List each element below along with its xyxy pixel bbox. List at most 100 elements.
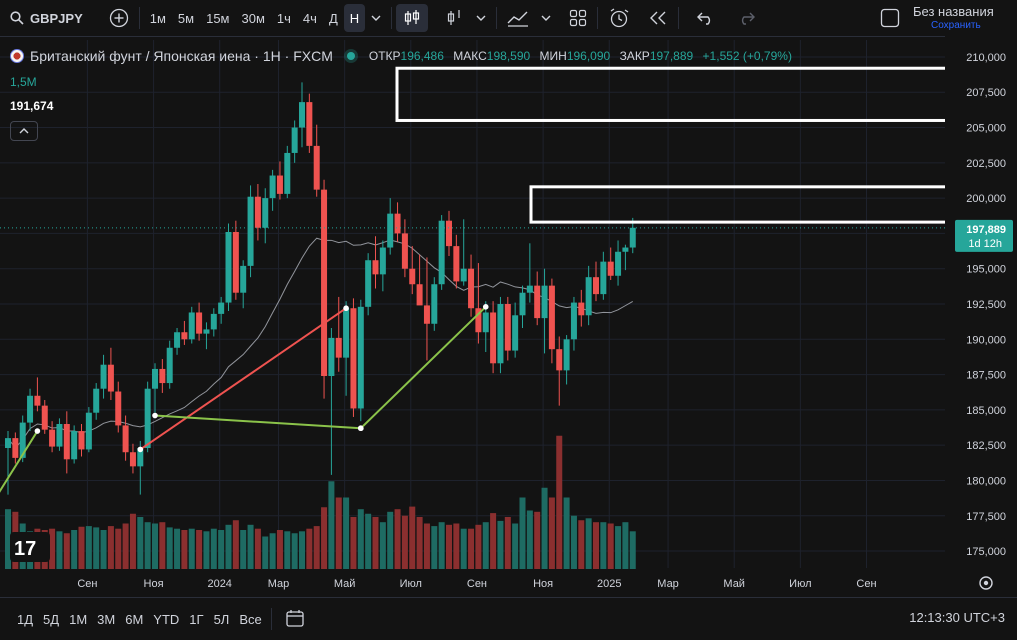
layout-menu-button[interactable] bbox=[874, 4, 906, 32]
high-value: 198,590 bbox=[486, 49, 531, 63]
chart-settings-button[interactable] bbox=[979, 576, 993, 590]
symbol-search-button[interactable]: GBPJPY bbox=[0, 4, 89, 32]
range-7[interactable]: 5Л bbox=[213, 611, 230, 627]
trend-line-anchor bbox=[343, 305, 349, 312]
volume-bar bbox=[600, 522, 607, 569]
replay-button[interactable] bbox=[642, 4, 674, 32]
clock-timezone[interactable]: 12:13:30 UTC+3 bbox=[909, 610, 1005, 625]
candle-body bbox=[27, 395, 34, 423]
range-3[interactable]: 3М bbox=[97, 611, 116, 627]
layout-save-link[interactable]: Сохранить bbox=[931, 20, 981, 31]
volume-bar bbox=[225, 524, 232, 569]
series-legend: Британский фунт / Японская иена · 1Н · F… bbox=[10, 48, 798, 64]
range-4[interactable]: 6М bbox=[125, 611, 144, 627]
candle-body bbox=[328, 337, 335, 376]
divider bbox=[496, 7, 498, 29]
last-price-value: 197,889 bbox=[966, 224, 1006, 236]
tradingview-logo[interactable]: 17 bbox=[10, 532, 50, 562]
candle-body bbox=[556, 349, 563, 371]
price-axis-bg bbox=[945, 36, 1017, 568]
chart-type-dropdown-button[interactable] bbox=[470, 4, 492, 32]
volume-bar bbox=[343, 497, 350, 569]
candle-body bbox=[313, 145, 320, 190]
candle-body bbox=[607, 261, 614, 276]
candle-body bbox=[431, 284, 438, 324]
candle-body bbox=[438, 220, 445, 285]
last-price-box bbox=[955, 219, 1013, 252]
interval-3[interactable]: 30м bbox=[241, 10, 265, 26]
volume-bar bbox=[56, 531, 63, 569]
resistance-zone bbox=[395, 66, 1012, 122]
range-2[interactable]: 1М bbox=[69, 611, 88, 627]
interval-0[interactable]: 1м bbox=[149, 10, 166, 26]
time-axis[interactable]: Сен Ноя 2024 Мар Май Июл Сен Ноя 2025 Мар Май Июл Се… bbox=[0, 570, 945, 597]
change-value: +1,552 (+0,79%) bbox=[702, 49, 792, 63]
volume-bar bbox=[453, 523, 460, 569]
candle-body bbox=[615, 251, 622, 276]
interval-2[interactable]: 15м bbox=[206, 10, 230, 26]
rectangle-zones[interactable] bbox=[395, 66, 1012, 224]
alert-button[interactable] bbox=[602, 4, 636, 32]
candle-body bbox=[100, 364, 107, 389]
undo-button[interactable] bbox=[691, 4, 721, 32]
indicators-dropdown-button[interactable] bbox=[535, 4, 557, 32]
volume-bar bbox=[534, 511, 541, 569]
layout-name[interactable]: Без названия Сохранить bbox=[913, 5, 994, 31]
candles-style-button[interactable] bbox=[396, 4, 429, 32]
price-tick-label: 177,500 bbox=[966, 511, 1006, 523]
candle-body bbox=[56, 424, 63, 447]
resistance-zone bbox=[529, 185, 1012, 224]
range-8[interactable]: Все bbox=[239, 611, 262, 627]
volume-bar bbox=[468, 528, 475, 569]
candle-body bbox=[350, 308, 357, 409]
volume-bar bbox=[357, 509, 364, 569]
range-6[interactable]: 1Г bbox=[189, 611, 204, 627]
volume-bar bbox=[210, 528, 217, 569]
volume-bar bbox=[115, 528, 122, 569]
compare-symbol-button[interactable] bbox=[103, 4, 135, 32]
redo-button[interactable] bbox=[731, 4, 761, 32]
volume-bar bbox=[431, 526, 438, 569]
trend-line-anchor bbox=[358, 425, 364, 432]
price-chart[interactable]: 175,000 177,500 180,000 182,500 185,000 187,5… bbox=[0, 36, 1017, 597]
volume-bar bbox=[482, 522, 489, 569]
interval-4[interactable]: 1ч bbox=[276, 10, 291, 26]
price-tick-label: 180,000 bbox=[966, 475, 1006, 487]
plus-circle-icon bbox=[109, 8, 128, 28]
interval-1[interactable]: 5м bbox=[177, 10, 195, 26]
volume-bar bbox=[394, 509, 401, 569]
candle-body bbox=[600, 261, 607, 295]
range-5[interactable]: YTD bbox=[153, 611, 180, 627]
interval-7[interactable]: Н bbox=[343, 4, 366, 32]
volume-value: 191,674 bbox=[10, 99, 54, 113]
indicators-button[interactable] bbox=[501, 4, 535, 32]
trend-line-drawings[interactable] bbox=[0, 304, 489, 504]
volume-bar bbox=[196, 530, 203, 569]
candle-body bbox=[468, 268, 475, 309]
redo-icon bbox=[742, 12, 756, 25]
instrument-title[interactable]: Британский фунт / Японская иена · 1Н · F… bbox=[30, 48, 333, 64]
candle-body bbox=[526, 285, 533, 293]
collapse-legend-button[interactable] bbox=[10, 121, 38, 141]
volume-bar bbox=[291, 533, 298, 569]
volume-bar bbox=[247, 524, 254, 569]
interval-dropdown-button[interactable] bbox=[365, 4, 387, 32]
volume-bar bbox=[548, 497, 555, 569]
volume-bar bbox=[497, 520, 504, 569]
interval-6[interactable]: Д bbox=[328, 10, 338, 26]
chart-type-button[interactable] bbox=[440, 4, 470, 32]
candle-body bbox=[188, 312, 195, 340]
price-axis[interactable]: 175,000 177,500 180,000 182,500 185,000 187,5… bbox=[945, 36, 1017, 568]
range-1[interactable]: 5Д bbox=[43, 611, 60, 627]
top-toolbar: GBPJPY 1м 5м 15м 30м 1ч 4ч Д Н Без на bbox=[0, 0, 1017, 37]
volume-bar bbox=[409, 506, 416, 569]
interval-5[interactable]: 4ч bbox=[302, 10, 317, 26]
candle-body bbox=[593, 277, 599, 295]
divider bbox=[391, 7, 393, 29]
go-to-date-button[interactable] bbox=[280, 608, 310, 631]
time-axis-bg bbox=[0, 570, 945, 597]
range-0[interactable]: 1Д bbox=[17, 611, 34, 627]
volume-bar bbox=[387, 511, 394, 569]
templates-button[interactable] bbox=[563, 4, 593, 32]
candle-body bbox=[196, 312, 203, 334]
